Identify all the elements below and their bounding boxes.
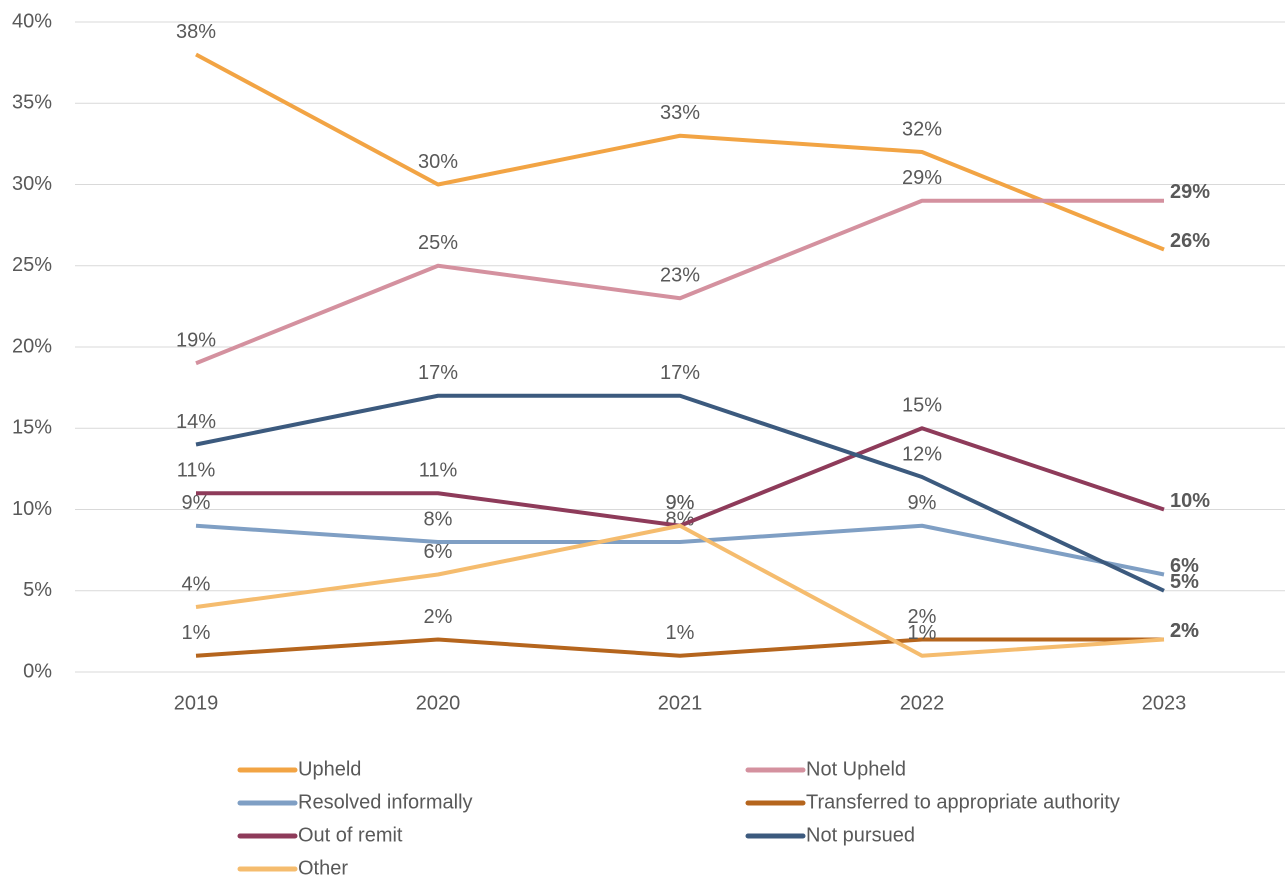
legend-label: Upheld	[298, 758, 361, 780]
y-tick-label: 15%	[12, 417, 52, 439]
legend-label: Out of remit	[298, 824, 403, 846]
data-label: 1%	[666, 622, 695, 644]
data-label: 1%	[182, 622, 211, 644]
y-tick-label: 10%	[12, 498, 52, 520]
data-label: 2%	[424, 606, 453, 628]
x-tick-label: 2019	[174, 692, 219, 714]
data-label: 29%	[902, 167, 942, 189]
data-label: 9%	[182, 492, 211, 514]
data-label: 29%	[1170, 181, 1210, 203]
data-label: 32%	[902, 118, 942, 140]
data-label: 30%	[418, 151, 458, 173]
data-label: 10%	[1170, 490, 1210, 512]
y-tick-label: 35%	[12, 92, 52, 114]
series-line	[195, 393, 1165, 593]
series-line	[195, 637, 1164, 658]
y-tick-label: 25%	[12, 254, 52, 276]
data-label: 2%	[1170, 620, 1199, 642]
data-label: 12%	[902, 443, 942, 465]
y-tick-label: 20%	[12, 335, 52, 357]
legend-label: Other	[298, 857, 348, 879]
legend-label: Not Upheld	[806, 758, 906, 780]
data-label: 23%	[660, 265, 700, 287]
series-line	[195, 198, 1164, 366]
data-label: 33%	[660, 102, 700, 124]
data-label: 17%	[660, 362, 700, 384]
data-label: 2%	[1170, 620, 1199, 642]
data-label: 14%	[176, 411, 216, 433]
legend-label: Transferred to appropriate authority	[806, 791, 1120, 813]
x-tick-label: 2020	[416, 692, 461, 714]
data-label: 9%	[666, 492, 695, 514]
data-label: 4%	[182, 573, 211, 595]
data-label: 9%	[666, 492, 695, 514]
data-label: 2%	[908, 606, 937, 628]
data-label: 11%	[419, 460, 458, 482]
y-tick-label: 30%	[12, 173, 52, 195]
data-label: 9%	[908, 492, 937, 514]
y-tick-label: 40%	[12, 10, 52, 32]
x-tick-label: 2022	[900, 692, 945, 714]
series-line	[195, 523, 1165, 577]
y-tick-label: 0%	[23, 660, 52, 682]
data-label: 1%	[908, 622, 937, 644]
y-tick-label: 5%	[23, 579, 52, 601]
data-label: 17%	[418, 362, 458, 384]
data-label: 26%	[1170, 230, 1210, 252]
data-label: 15%	[902, 395, 942, 417]
data-label: 25%	[418, 232, 458, 254]
series-line	[195, 52, 1165, 252]
data-label: 5%	[1170, 571, 1199, 593]
x-tick-label: 2021	[658, 692, 703, 714]
legend-label: Not pursued	[806, 824, 915, 846]
legend-label: Resolved informally	[298, 791, 473, 813]
data-label: 6%	[424, 541, 453, 563]
series-line	[195, 523, 1165, 658]
data-label: 8%	[424, 508, 453, 530]
data-label: 11%	[177, 460, 216, 482]
x-tick-label: 2023	[1142, 692, 1187, 714]
data-label: 6%	[1170, 555, 1199, 577]
data-label: 19%	[176, 330, 216, 352]
data-label: 38%	[176, 21, 216, 43]
